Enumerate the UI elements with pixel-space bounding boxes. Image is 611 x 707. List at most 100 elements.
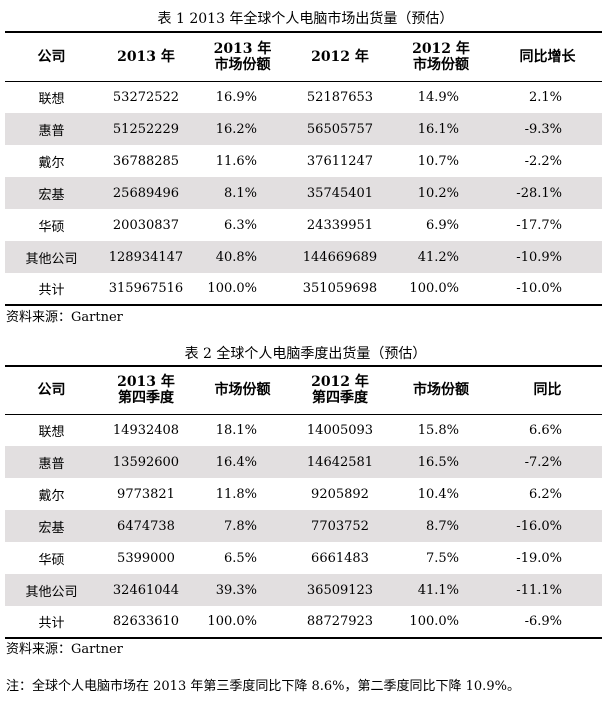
table2-cell-v2013: 9773821 [117, 486, 175, 502]
table2-header-q2012-line1: 2012 年 [311, 374, 369, 391]
table2-cell-s2013: 16.4% [194, 446, 291, 478]
table2-cell-v2012: 14642581 [291, 446, 389, 478]
table1-cell-s2013: 100.0% [207, 281, 257, 296]
table1-header-company: 公司 [5, 32, 98, 82]
table2-cell-yoy: 6.6% [528, 422, 562, 438]
table2-cell-s2012: 100.0% [409, 614, 459, 629]
table2-cell-v2012: 36509123 [291, 574, 389, 606]
table1-cell-company: 联想 [38, 91, 65, 107]
table-row: 其他公司 128934147 40.8% 144669689 41.2% -10… [5, 241, 602, 273]
table2-cell-s2013: 18.1% [215, 422, 257, 438]
table2-cell-s2012: 15.8% [417, 422, 459, 438]
table2-cell-company: 其他公司 [5, 574, 98, 606]
table1-cell-s2013: 8.1% [194, 177, 291, 209]
table2-cell-company: 宏基 [5, 510, 98, 542]
table1-cell-s2013: 11.6% [215, 153, 257, 169]
table-row: 宏基 25689496 8.1% 35745401 10.2% -28.1% [5, 177, 602, 209]
table1-cell-v2013: 51252229 [98, 113, 194, 145]
table2-cell-v2012: 88727923 [306, 614, 374, 629]
table1-header-yoy: 同比增长 [493, 32, 602, 82]
table1-cell-v2012: 35745401 [291, 177, 389, 209]
table2-cell-company: 惠普 [5, 446, 98, 478]
table1: 公司 2013 年 2013 年 市场份额 2012 年 2012 年 市场份额… [5, 31, 602, 306]
table2-cell-s2012: 7.5% [425, 550, 459, 566]
table1-cell-yoy: -9.3% [493, 113, 602, 145]
table2-cell-yoy: 6.2% [528, 486, 562, 502]
table1-cell-v2012: 37611247 [306, 153, 374, 169]
table1-source: 资料来源：Gartner [6, 310, 123, 325]
table1-cell-v2012: 52187653 [306, 89, 374, 105]
table1-cell-v2013: 315967516 [108, 281, 184, 296]
table1-cell-yoy: -17.7% [516, 217, 562, 233]
table1-header-share2012-line1: 2012 年 [412, 40, 470, 57]
table2-cell-yoy: -11.1% [493, 574, 602, 606]
table2-cell-yoy: -19.0% [516, 550, 562, 566]
table2-cell-s2013: 7.8% [194, 510, 291, 542]
table-row: 惠普 13592600 16.4% 14642581 16.5% -7.2% [5, 446, 602, 478]
table2-cell-v2013: 32461044 [98, 574, 194, 606]
table-row: 宏基 6474738 7.8% 7703752 8.7% -16.0% [5, 510, 602, 542]
table2-cell-yoy: -16.0% [493, 510, 602, 542]
table1-cell-yoy: -10.9% [493, 241, 602, 273]
table-row: 联想 53272522 16.9% 52187653 14.9% 2.1% [5, 81, 602, 113]
table1-cell-s2012: 10.7% [417, 153, 459, 169]
table1-cell-s2012: 100.0% [409, 281, 459, 296]
table2-header-q2013-line2: 第四季度 [118, 390, 174, 407]
table1-cell-v2012: 56505757 [291, 113, 389, 145]
table1-cell-v2012: 144669689 [291, 241, 389, 273]
table2-cell-company: 戴尔 [38, 488, 65, 504]
table1-cell-s2012: 10.2% [389, 177, 493, 209]
table2-cell-v2013: 13592600 [98, 446, 194, 478]
table1-header-row: 公司 2013 年 2013 年 市场份额 2012 年 2012 年 市场份额… [5, 32, 602, 82]
table2-cell-v2012: 9205892 [311, 486, 369, 502]
table1-header-2013: 2013 年 [98, 32, 194, 82]
table1-cell-s2013: 16.9% [215, 89, 257, 105]
table-row: 共计 315967516 100.0% 351059698 100.0% -10… [5, 273, 602, 305]
table1-cell-yoy: -2.2% [524, 153, 562, 169]
footnote: 注：全球个人电脑市场在 2013 年第三季度同比下降 8.6%，第二季度同比下降… [6, 679, 520, 694]
table1-cell-v2013: 20030837 [112, 217, 180, 233]
table1-header-share2013-line1: 2013 年 [213, 40, 272, 57]
table1-header-share2013: 2013 年 市场份额 [194, 32, 291, 82]
table1-cell-company: 戴尔 [38, 155, 65, 171]
table2-cell-company: 联想 [38, 424, 65, 440]
table1-cell-company: 共计 [38, 283, 65, 298]
table1-cell-s2012: 41.2% [389, 241, 493, 273]
table2-cell-s2013: 6.5% [223, 550, 257, 566]
table1-cell-v2013: 25689496 [98, 177, 194, 209]
table2-source: 资料来源：Gartner [6, 642, 123, 657]
table1-header-2012: 2012 年 [291, 32, 389, 82]
table1-cell-v2012: 24339951 [306, 217, 374, 233]
table-row: 华硕 5399000 6.5% 6661483 7.5% -19.0% [5, 542, 602, 574]
table2-header-q2013-line1: 2013 年 [117, 374, 175, 391]
table1-cell-v2013: 53272522 [112, 89, 180, 105]
table1-cell-v2013: 128934147 [98, 241, 194, 273]
table2-header-row: 公司 2013 年 第四季度 市场份额 2012 年 第四季度 市场份额 同比 [5, 366, 602, 415]
table-row: 惠普 51252229 16.2% 56505757 16.1% -9.3% [5, 113, 602, 145]
table2-cell-s2012: 16.5% [389, 446, 493, 478]
table2-cell-s2013: 11.8% [215, 486, 257, 502]
table1-cell-s2013: 16.2% [194, 113, 291, 145]
table2-caption: 表 2 全球个人电脑季度出货量（预估） [184, 346, 427, 362]
table1-caption: 表 1 2013 年全球个人电脑市场出货量（预估） [157, 11, 454, 27]
table2-header-yoy: 同比 [493, 366, 602, 415]
table1-header-share2013-line2: 市场份额 [214, 56, 271, 73]
table1-cell-s2012: 6.9% [425, 217, 459, 233]
table1-cell-yoy: 2.1% [528, 89, 562, 105]
table2-header-company: 公司 [5, 366, 98, 415]
table1-cell-s2012: 14.9% [417, 89, 459, 105]
table1-cell-v2012: 351059698 [302, 281, 378, 296]
table2-cell-s2013: 100.0% [207, 614, 257, 629]
table2-cell-yoy: -7.2% [493, 446, 602, 478]
table2-cell-v2012: 6661483 [311, 550, 369, 566]
table1-header-share2012: 2012 年 市场份额 [389, 32, 493, 82]
table-row: 戴尔 9773821 11.8% 9205892 10.4% 6.2% [5, 478, 602, 510]
table2-cell-company: 华硕 [38, 552, 65, 568]
table-row: 其他公司 32461044 39.3% 36509123 41.1% -11.1… [5, 574, 602, 606]
table1-cell-company: 华硕 [38, 219, 65, 235]
table2-cell-v2013: 6474738 [98, 510, 194, 542]
table2-cell-v2013: 14932408 [112, 422, 180, 438]
table2-cell-s2012: 10.4% [417, 486, 459, 502]
table2-cell-v2013: 5399000 [117, 550, 175, 566]
table2-header-share2012: 市场份额 [389, 366, 493, 415]
